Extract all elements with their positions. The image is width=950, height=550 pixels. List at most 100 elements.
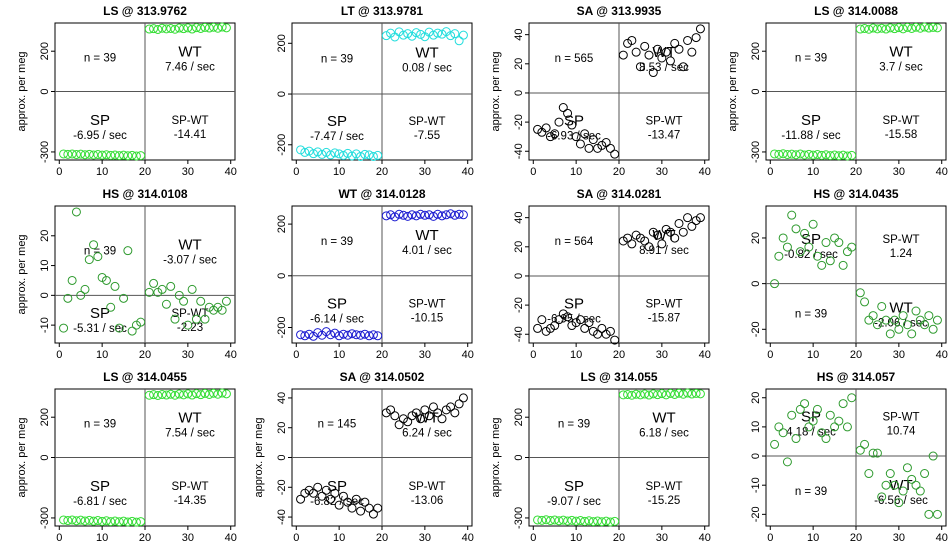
data-point (894, 498, 904, 508)
x-tick-label: 40 (699, 166, 711, 178)
x-tick-label: 0 (293, 532, 299, 544)
difference-value: -15.87 (648, 312, 681, 324)
data-point (855, 24, 865, 34)
data-point (770, 149, 780, 159)
data-point (804, 242, 814, 252)
data-point (360, 329, 370, 339)
data-point (661, 390, 671, 400)
data-point (321, 485, 331, 495)
data-point (106, 517, 116, 527)
data-point (183, 389, 193, 399)
data-point (605, 517, 615, 527)
data-point (454, 209, 464, 219)
data-point (356, 151, 366, 161)
data-point (71, 207, 81, 217)
y-tick-label: 200 (276, 34, 288, 52)
data-point (416, 414, 426, 424)
data-point (63, 516, 73, 526)
data-point (657, 53, 667, 63)
sp-group-label: SP (90, 305, 110, 322)
data-point (644, 50, 654, 60)
data-point (541, 123, 551, 133)
data-point (403, 29, 413, 39)
x-tick-label: 0 (767, 532, 773, 544)
data-point (924, 509, 934, 519)
data-point (360, 149, 370, 159)
data-point (678, 227, 688, 237)
data-point (610, 335, 620, 345)
data-point (898, 24, 908, 34)
chart-title: SA @ 314.0502 (340, 370, 425, 384)
data-point (864, 315, 874, 325)
x-tick-label: 40 (225, 349, 237, 361)
x-tick-label: 20 (613, 532, 625, 544)
data-point (403, 211, 413, 221)
data-point (179, 390, 189, 400)
y-tick-label: 0 (276, 91, 288, 97)
wt-group-rate: 4.01 / sec (402, 245, 452, 257)
scatter-plot: HS @ 314.057 0 10 20 30 40 -20 -10 0 10 20 n = 39 WT… (750, 370, 948, 544)
x-tick-label: 40 (225, 166, 237, 178)
difference-label: SP-WT (882, 412, 919, 424)
x-tick-label: 40 (225, 532, 237, 544)
data-point (580, 323, 590, 333)
data-point (872, 24, 882, 34)
y-axis-label: approx. per meg (727, 51, 739, 131)
data-point (825, 256, 835, 266)
data-point (411, 28, 421, 38)
data-point (101, 150, 111, 160)
data-point (80, 284, 90, 294)
data-point (627, 239, 637, 249)
wt-group-label: WT (178, 237, 201, 254)
y-tick-label: 20 (39, 230, 51, 242)
data-point (618, 50, 628, 60)
y-tick-label: -20 (750, 321, 762, 337)
data-point (351, 149, 361, 159)
data-point (330, 488, 340, 498)
difference-value: -14.41 (174, 129, 207, 141)
data-point (800, 399, 810, 409)
data-point (433, 209, 443, 219)
data-point (304, 329, 314, 339)
data-point (601, 516, 611, 526)
data-point (59, 149, 69, 159)
data-point (183, 320, 193, 330)
data-point (63, 293, 73, 303)
chart-title: LS @ 313.9762 (103, 4, 187, 18)
data-point (695, 389, 705, 399)
data-point (791, 434, 801, 444)
data-point (110, 516, 120, 526)
data-point (89, 240, 99, 250)
data-point (390, 212, 400, 222)
difference-label: SP-WT (882, 115, 919, 127)
data-point (842, 247, 852, 257)
data-point (653, 230, 663, 240)
data-point (373, 331, 383, 341)
data-point (221, 23, 231, 33)
data-point (584, 143, 594, 153)
data-point (774, 422, 784, 432)
data-point (213, 389, 223, 399)
wt-group-rate: 3.7 / sec (879, 61, 923, 73)
data-point (545, 516, 555, 526)
data-point (821, 238, 831, 248)
x-tick-label: 20 (139, 166, 151, 178)
scatter-plot: LS @ 313.9762 0 10 20 30 40 -300 0 200 approx. pe… (16, 4, 237, 178)
data-point (321, 147, 331, 157)
data-point (101, 516, 111, 526)
chart-title: LS @ 314.0088 (814, 4, 898, 18)
data-point (157, 23, 167, 33)
data-point (424, 411, 434, 421)
data-point (881, 315, 891, 325)
data-point (343, 330, 353, 340)
wt-group-rate: 6.24 / sec (402, 427, 452, 439)
data-point (877, 301, 887, 311)
data-point (356, 506, 366, 516)
data-point (782, 242, 792, 252)
data-point (217, 388, 227, 398)
sample-count-label: n = 39 (84, 52, 116, 64)
data-point (136, 151, 146, 161)
data-point (864, 469, 874, 479)
sample-count-label: n = 565 (555, 53, 594, 65)
wt-group-label: WT (415, 227, 438, 244)
